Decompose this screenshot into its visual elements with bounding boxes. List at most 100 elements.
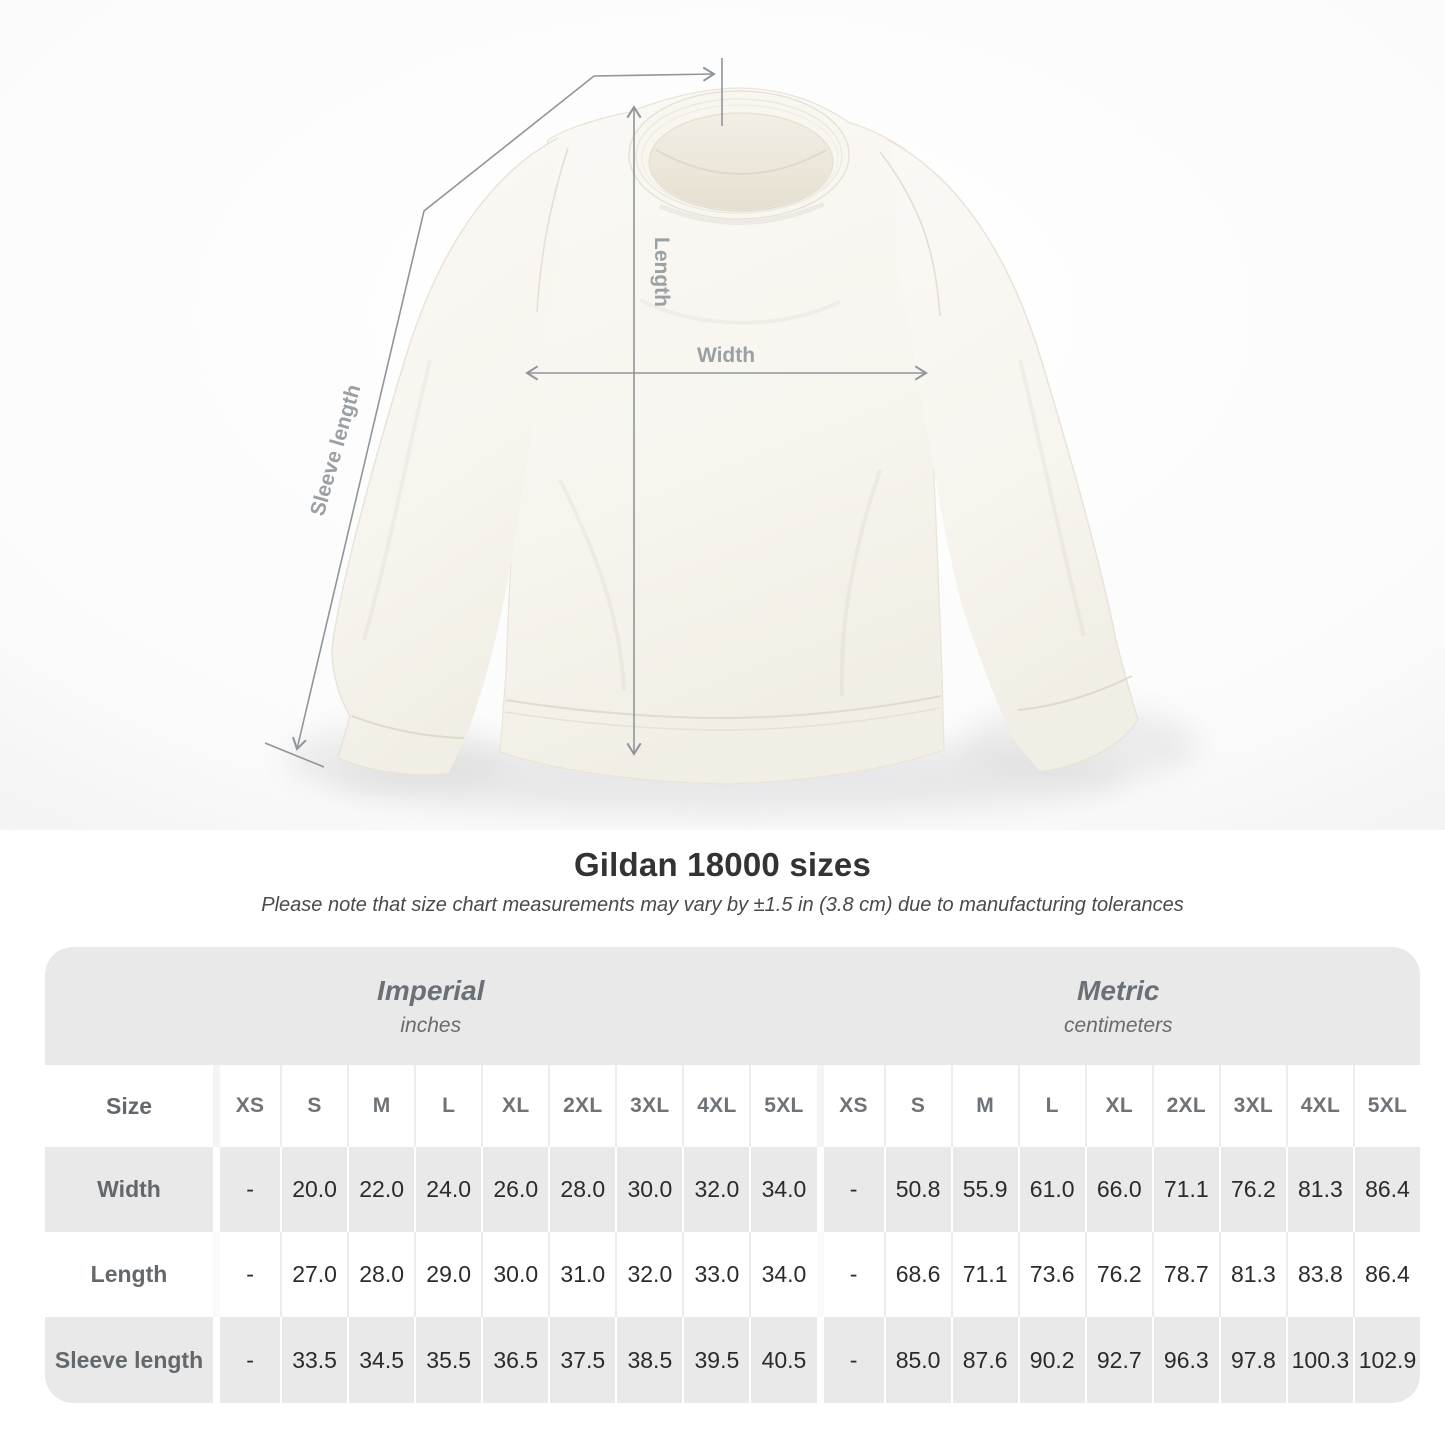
value-cell-imperial: 30.0	[615, 1147, 682, 1232]
value-cell-metric: 73.6	[1017, 1232, 1085, 1317]
value-cell-imperial: 34.0	[749, 1147, 816, 1232]
value-cell-metric: 81.3	[1218, 1232, 1286, 1317]
chart-title: Gildan 18000 sizes	[573, 846, 872, 883]
value-cell-imperial: 34.5	[347, 1317, 414, 1403]
table-row: Length -27.0 28.0 29.0 30.0 31.0 32.0 33.0 34.0-…	[45, 1232, 1420, 1317]
value-cell-metric: 86.4	[1352, 1147, 1420, 1232]
value-cell-imperial: 40.5	[749, 1317, 816, 1403]
value-cell-imperial: 28.0	[347, 1232, 414, 1317]
sweatshirt-measurement-diagram: Length Width Sleeve length	[0, 0, 1445, 830]
value-cell-metric: -	[816, 1147, 884, 1232]
value-cell-imperial: 20.0	[280, 1147, 347, 1232]
row-label: Length	[90, 1261, 168, 1287]
width-label: Width	[697, 344, 755, 367]
right-cuff-seam	[1017, 675, 1133, 711]
size-column-header: 2XL	[1151, 1065, 1219, 1147]
unit-detail: inches	[400, 1013, 462, 1037]
size-header-row: Size XS S M L XL 2XL 3XL 4XL 5XL XS S M L XL 2XL 3XL 4XL 5…	[45, 1065, 1420, 1147]
size-column-header: 5XL	[1352, 1065, 1420, 1147]
value-cell-imperial: -	[213, 1232, 280, 1317]
value-cell-metric: 100.3	[1285, 1317, 1353, 1403]
value-cell-imperial: 39.5	[682, 1317, 749, 1403]
value-cell-metric: -	[816, 1317, 884, 1403]
cuff-tick	[264, 742, 325, 768]
value-cell-metric: 78.7	[1151, 1232, 1219, 1317]
value-cell-metric: 68.6	[883, 1232, 951, 1317]
value-cell-imperial: 33.0	[682, 1232, 749, 1317]
unit-name: Metric	[1077, 974, 1160, 1006]
sleeve-length-arrow	[292, 66, 716, 751]
unit-detail: centimeters	[1063, 1013, 1173, 1037]
tolerance-note: Please note that size chart measurements…	[261, 894, 1184, 916]
value-cell-imperial: 22.0	[347, 1147, 414, 1232]
value-cell-metric: 97.8	[1218, 1317, 1286, 1403]
right-armhole-seam	[879, 151, 941, 317]
size-column-header: L	[414, 1065, 481, 1147]
value-cell-metric: 55.9	[950, 1147, 1018, 1232]
value-cell-imperial: -	[213, 1317, 280, 1403]
value-cell-metric: 81.3	[1285, 1147, 1353, 1232]
value-cell-imperial: 38.5	[615, 1317, 682, 1403]
unit-band: Imperial inches Metric centimeters	[45, 947, 1420, 1065]
value-cell-imperial: 33.5	[280, 1317, 347, 1403]
unit-section-metric: Metric centimeters	[817, 947, 1421, 1065]
size-column-header: 2XL	[548, 1065, 615, 1147]
size-column-header: 5XL	[749, 1065, 816, 1147]
unit-section-imperial: Imperial inches	[45, 947, 817, 1065]
value-cell-imperial: 26.0	[481, 1147, 548, 1232]
value-cell-metric: 76.2	[1218, 1147, 1286, 1232]
table-row: Width -20.0 22.0 24.0 26.0 28.0 30.0 32.0 34.0-5…	[45, 1147, 1420, 1232]
row-label: Width	[97, 1176, 161, 1202]
size-column-header: M	[347, 1065, 414, 1147]
value-cell-imperial: 32.0	[615, 1232, 682, 1317]
value-cell-metric: 86.4	[1352, 1232, 1420, 1317]
value-cell-metric: 61.0	[1017, 1147, 1085, 1232]
value-cell-metric: 83.8	[1285, 1232, 1353, 1317]
size-column-header: XS	[816, 1065, 884, 1147]
size-column-header: XS	[213, 1065, 280, 1147]
size-column-header: 4XL	[682, 1065, 749, 1147]
value-cell-metric: 92.7	[1084, 1317, 1152, 1403]
measurement-annotations	[264, 58, 928, 768]
value-cell-imperial: -	[213, 1147, 280, 1232]
value-cell-metric: 71.1	[1151, 1147, 1219, 1232]
value-cell-imperial: 28.0	[548, 1147, 615, 1232]
value-cell-imperial: 24.0	[414, 1147, 481, 1232]
size-column-header: 4XL	[1285, 1065, 1353, 1147]
value-cell-metric: 66.0	[1084, 1147, 1152, 1232]
size-column-header: S	[280, 1065, 347, 1147]
value-cell-metric: 87.6	[950, 1317, 1018, 1403]
size-header-cell: Size	[105, 1092, 153, 1119]
table-row: Sleeve length -33.5 34.5 35.5 36.5 37.5 38.5 39…	[45, 1317, 1420, 1403]
value-cell-metric: 76.2	[1084, 1232, 1152, 1317]
value-cell-metric: 96.3	[1151, 1317, 1219, 1403]
value-cell-imperial: 35.5	[414, 1317, 481, 1403]
size-table: Imperial inches Metric centimeters Size XS S M L…	[45, 947, 1420, 1403]
size-column-header: XL	[481, 1065, 548, 1147]
size-column-header: S	[883, 1065, 951, 1147]
value-cell-metric: 85.0	[883, 1317, 951, 1403]
sweatshirt-right-sleeve	[888, 140, 1138, 772]
right-sleeve-edge	[887, 139, 1139, 773]
value-cell-imperial: 27.0	[280, 1232, 347, 1317]
length-label: Length	[650, 237, 673, 307]
value-cell-imperial: 30.0	[481, 1232, 548, 1317]
value-cell-imperial: 32.0	[682, 1147, 749, 1232]
size-column-header: 3XL	[1218, 1065, 1286, 1147]
value-cell-imperial: 36.5	[481, 1317, 548, 1403]
row-label: Sleeve length	[54, 1346, 204, 1373]
size-column-header: 3XL	[615, 1065, 682, 1147]
unit-name: Imperial	[377, 974, 485, 1006]
size-column-header: L	[1017, 1065, 1085, 1147]
value-cell-imperial: 31.0	[548, 1232, 615, 1317]
value-cell-imperial: 29.0	[414, 1232, 481, 1317]
size-column-header: XL	[1084, 1065, 1152, 1147]
value-cell-imperial: 37.5	[548, 1317, 615, 1403]
value-cell-metric: -	[816, 1232, 884, 1317]
value-cell-imperial: 34.0	[749, 1232, 816, 1317]
value-cell-metric: 71.1	[950, 1232, 1018, 1317]
value-cell-metric: 50.8	[883, 1147, 951, 1232]
size-column-header: M	[950, 1065, 1018, 1147]
value-cell-metric: 90.2	[1017, 1317, 1085, 1403]
